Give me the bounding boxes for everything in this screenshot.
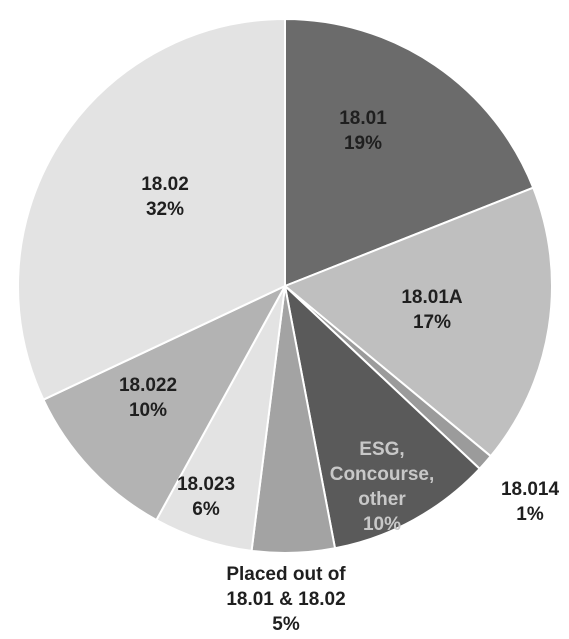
pie-slice-18-01a <box>284 186 553 458</box>
data-label-value-18-01: 19% <box>344 133 382 154</box>
data-label-18-022: 18.022 10% <box>119 375 177 421</box>
data-label-18-014: 18.014 1% <box>501 479 560 525</box>
data-label-18-01: 18.01 19% <box>339 108 387 154</box>
data-label-name-18-022: 18.022 <box>119 375 177 396</box>
data-label-name-esg-concourse-other: Concourse, <box>330 464 435 485</box>
data-label-name-placed-out: 18.01 & 18.02 <box>226 589 345 610</box>
data-label-18-01a: 18.01A 17% <box>401 287 463 333</box>
data-label-18-023: 18.023 6% <box>177 474 235 520</box>
data-label-value-18-02: 32% <box>146 199 184 220</box>
pie-slice-18-02 <box>17 18 286 401</box>
data-label-name-esg-concourse-other: ESG, <box>359 439 404 460</box>
pie-slice-18-01 <box>284 18 535 287</box>
data-label-18-02: 18.02 32% <box>141 174 189 220</box>
data-label-name-esg-concourse-other: other <box>358 489 406 510</box>
data-label-name-18-023: 18.023 <box>177 474 235 495</box>
data-label-name-18-02: 18.02 <box>141 174 189 195</box>
data-label-name-18-01a: 18.01A <box>401 287 463 308</box>
data-label-value-esg-concourse-other: 10% <box>363 514 401 535</box>
data-label-value-placed-out: 5% <box>272 614 300 635</box>
data-label-esg-concourse-other: ESG, Concourse, other 10% <box>330 439 435 535</box>
data-label-value-18-023: 6% <box>192 499 220 520</box>
data-label-name-placed-out: Placed out of <box>226 564 346 585</box>
labels-layer: 18.01 19% 18.01A 17% 18.014 1% ESG, Concourse, o… <box>119 108 560 635</box>
data-label-value-18-022: 10% <box>129 400 167 421</box>
data-label-name-18-014: 18.014 <box>501 479 560 500</box>
data-label-name-18-01: 18.01 <box>339 108 387 129</box>
data-label-value-18-01a: 17% <box>413 312 451 333</box>
data-label-placed-out: Placed out of 18.01 & 18.02 5% <box>226 564 346 635</box>
pie-slice-esg-concourse-other <box>284 285 481 550</box>
pie-slice-18-022 <box>42 285 286 521</box>
slices-layer <box>17 18 553 554</box>
data-label-value-18-014: 1% <box>516 504 544 525</box>
